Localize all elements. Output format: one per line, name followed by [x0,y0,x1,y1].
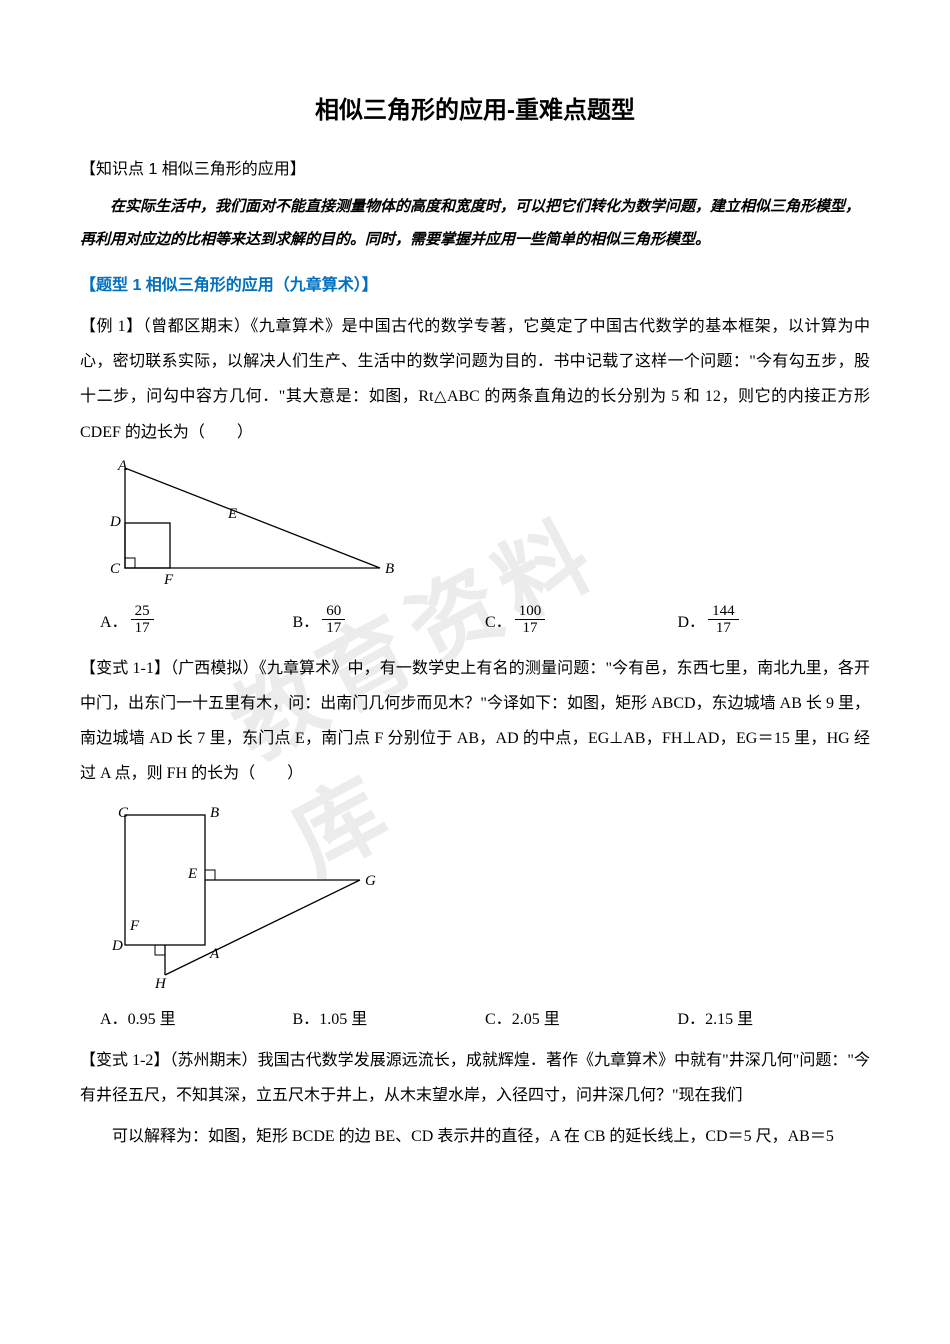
v11-D: D [111,938,123,954]
example-1-body: 《九章算术》是中国古代的数学专著，它奠定了中国古代数学的基本框架，以计算为中心，… [80,318,870,441]
figure-ex1: A D E C F B [100,458,870,593]
label-F: F [163,572,174,588]
v11-G: G [365,873,376,889]
var1-2-label: 【变式 1-2】 [80,1052,169,1069]
v11-F: F [129,918,140,934]
label-E: E [227,506,237,522]
v11-A-text: 0.95 里 [128,1005,176,1029]
ex1-B-den: 17 [322,620,345,637]
page-title: 相似三角形的应用-重难点题型 [80,90,870,125]
var1-1-body: 《九章算术》中，有一数学史上有名的测量问题："今有邑，东西七里，南北九里，各开中… [80,660,870,783]
label-B: B [385,561,394,577]
example-1-source: （曾都区期末） [143,318,251,335]
v11-H: H [154,976,167,990]
ex1-options: A．2517 B．6017 C．10017 D．14417 [100,603,870,637]
ex1-option-A: A．2517 [100,603,293,637]
label-A: A [117,458,128,474]
example-1: 【例 1】（曾都区期末）《九章算术》是中国古代的数学专著，它奠定了中国古代数学的… [80,309,870,450]
var1-1-option-C: C．2.05 里 [485,1005,678,1029]
figure-var1-1: C B E G F D A H [100,800,870,995]
variant-1-2-line2: 可以解释为：如图，矩形 BCDE 的边 BE、CD 表示井的直径，A 在 CB … [80,1119,870,1154]
v11-C: C [118,805,129,821]
label-C: C [110,561,121,577]
v11-B: B [210,805,219,821]
knowledge-body: 在实际生活中，我们面对不能直接测量物体的高度和宽度时，可以把它们转化为数学问题，… [80,191,870,257]
type1-header: 【题型 1 相似三角形的应用（九章算术）】 [80,271,870,295]
v11-A: A [209,946,220,962]
var1-1-label: 【变式 1-1】 [80,660,170,677]
ex1-D-den: 17 [712,620,735,637]
ex1-option-B: B．6017 [293,603,486,637]
var1-1-option-A: A．0.95 里 [100,1005,293,1029]
variant-1-2: 【变式 1-2】（苏州期末）我国古代数学发展源远流长，成就辉煌．著作《九章算术》… [80,1043,870,1113]
v11-B-text: 1.05 里 [319,1005,367,1029]
variant-1-1: 【变式 1-1】（广西模拟）《九章算术》中，有一数学史上有名的测量问题："今有邑… [80,651,870,792]
var1-1-option-D: D．2.15 里 [678,1005,871,1029]
v11-D-text: 2.15 里 [705,1005,753,1029]
ex1-A-den: 17 [131,620,154,637]
ex1-B-num: 60 [322,603,345,621]
var1-1-option-B: B．1.05 里 [293,1005,486,1029]
ex1-option-D: D．14417 [678,603,871,637]
var1-1-source: （广西模拟） [170,660,259,677]
var1-1-options: A．0.95 里 B．1.05 里 C．2.05 里 D．2.15 里 [100,1005,870,1029]
v11-E: E [187,866,197,882]
ex1-option-C: C．10017 [485,603,678,637]
ex1-D-num: 144 [708,603,739,621]
content-area: 相似三角形的应用-重难点题型 【知识点 1 相似三角形的应用】 在实际生活中，我… [80,90,870,1154]
knowledge-tag: 【知识点 1 相似三角形的应用】 [80,155,870,179]
label-D: D [109,514,121,530]
ex1-C-num: 100 [515,603,546,621]
ex1-C-den: 17 [518,620,541,637]
example-1-label: 【例 1】 [80,318,143,335]
v11-C-text: 2.05 里 [512,1005,560,1029]
var1-2-source: （苏州期末） [169,1052,257,1069]
ex1-A-num: 25 [131,603,154,621]
